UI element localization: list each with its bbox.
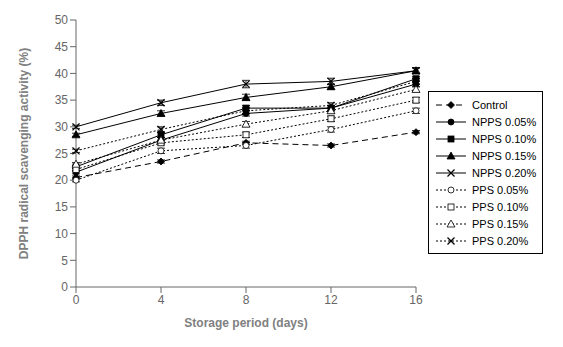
svg-text:10: 10 xyxy=(55,227,69,241)
svg-text:35: 35 xyxy=(55,93,69,107)
html-text:PPS 0.20%: PPS 0.20% xyxy=(472,234,529,247)
svg-text:Storage period (days): Storage period (days) xyxy=(184,316,307,330)
svg-text:45: 45 xyxy=(55,40,69,54)
svg-text:20: 20 xyxy=(55,173,69,187)
svg-text:15: 15 xyxy=(55,200,69,214)
html-text:PPS 0.10%: PPS 0.10% xyxy=(472,200,529,213)
html-text:NPPS 0.05%: NPPS 0.05% xyxy=(472,115,537,128)
svg-text:4: 4 xyxy=(158,293,165,307)
svg-text:0: 0 xyxy=(61,280,68,294)
svg-text:8: 8 xyxy=(243,293,250,307)
svg-text:16: 16 xyxy=(409,293,423,307)
svg-text:12: 12 xyxy=(324,293,338,307)
svg-text:DPPH radical scavenging activi: DPPH radical scavenging activity (%) xyxy=(17,48,31,259)
svg-text:30: 30 xyxy=(55,120,69,134)
svg-text:25: 25 xyxy=(55,147,69,161)
svg-text:0: 0 xyxy=(73,293,80,307)
svg-text:50: 50 xyxy=(55,13,69,27)
html-text:NPPS 0.15%: NPPS 0.15% xyxy=(472,149,537,162)
html-text:PPS 0.05%: PPS 0.05% xyxy=(472,183,529,196)
svg-text:40: 40 xyxy=(55,67,69,81)
html-text:PPS 0.15%: PPS 0.15% xyxy=(472,217,529,230)
html-text:NPPS 0.10%: NPPS 0.10% xyxy=(472,132,537,145)
svg-text:5: 5 xyxy=(61,254,68,268)
html-text:NPPS 0.20%: NPPS 0.20% xyxy=(472,166,537,179)
html-text:Control: Control xyxy=(472,98,508,111)
